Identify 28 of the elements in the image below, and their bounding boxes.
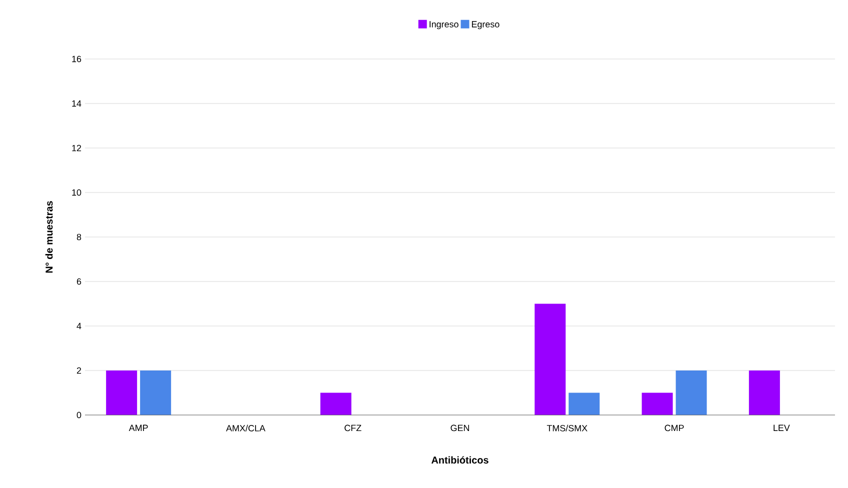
x-tick-label: AMP xyxy=(128,424,148,431)
y-tick-label: 14 xyxy=(72,100,82,107)
y-tick-label: 10 xyxy=(72,189,82,196)
x-axis-title: Antibióticos xyxy=(431,456,488,464)
legend-label: Ingreso xyxy=(430,21,458,30)
y-tick-label: 2 xyxy=(76,367,82,374)
y-tick-label: 0 xyxy=(76,412,82,418)
bar xyxy=(320,392,352,415)
y-tick-label: 4 xyxy=(76,322,82,330)
bar xyxy=(106,370,138,415)
x-tick-label: LEV xyxy=(774,424,790,431)
bar xyxy=(140,370,172,415)
bar xyxy=(568,392,600,415)
bar xyxy=(642,392,673,415)
x-tick-label: CMP xyxy=(664,424,684,432)
x-tick-label: CFZ xyxy=(344,424,362,432)
y-tick-label: 12 xyxy=(72,144,82,152)
y-tick-label: 8 xyxy=(76,234,82,240)
legend-label: Egreso xyxy=(472,21,500,30)
y-tick-label: 16 xyxy=(72,56,82,62)
bar xyxy=(748,370,780,415)
y-axis-title: N° de muestras xyxy=(45,201,53,273)
bar xyxy=(676,370,707,415)
x-tick-label: AMX/CLA xyxy=(226,424,266,432)
bar xyxy=(534,304,566,415)
x-tick-label: GEN xyxy=(450,424,469,432)
x-tick-label: TMS/SMX xyxy=(546,424,588,432)
y-tick-label: 6 xyxy=(76,278,82,285)
